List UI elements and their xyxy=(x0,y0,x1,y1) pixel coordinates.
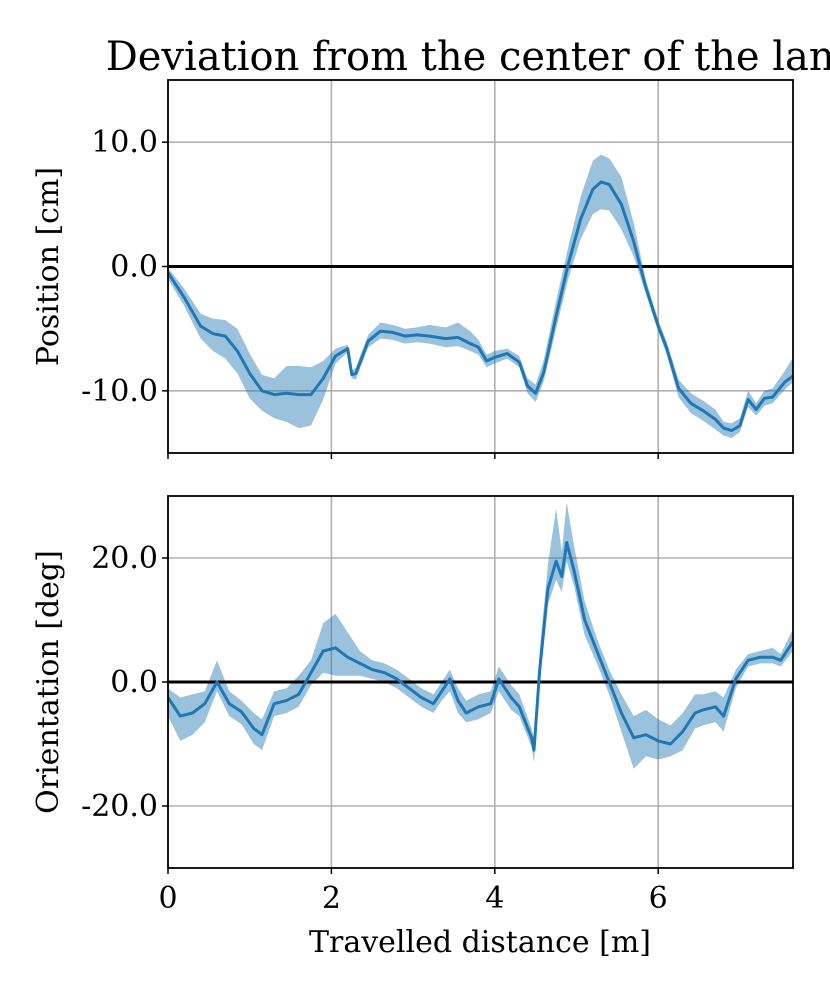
spread-band xyxy=(168,154,793,439)
axes-frame xyxy=(167,79,794,454)
y-tick-label: 0.0 xyxy=(110,665,158,700)
x-tick-label: 4 xyxy=(485,881,504,916)
y-tick-label: 10.0 xyxy=(91,125,158,160)
y-axis-label: Position [cm] xyxy=(31,167,66,366)
axes-frame xyxy=(167,495,794,869)
x-axis-label: Travelled distance [m] xyxy=(309,925,651,960)
mean-line xyxy=(166,180,794,433)
x-tick-label: 6 xyxy=(649,881,668,916)
mean-line xyxy=(166,541,795,752)
spread-band xyxy=(168,502,793,769)
y-tick-label: -20.0 xyxy=(81,789,158,824)
x-tick-label: 2 xyxy=(322,881,341,916)
x-tick-label: 0 xyxy=(158,881,177,916)
y-tick-label: 20.0 xyxy=(91,541,158,576)
y-axis-label: Orientation [deg] xyxy=(31,550,66,814)
chart-title: Deviation from the center of the lane xyxy=(106,34,830,80)
position-panel: 10.0 0.0 -10.0 Position [cm] xyxy=(31,79,794,459)
y-tick-label: 0.0 xyxy=(110,250,158,285)
orientation-panel: 20.0 0.0 -20.0 0 2 4 6 Orientation [deg] xyxy=(31,495,795,916)
y-tick-label: -10.0 xyxy=(81,374,158,409)
